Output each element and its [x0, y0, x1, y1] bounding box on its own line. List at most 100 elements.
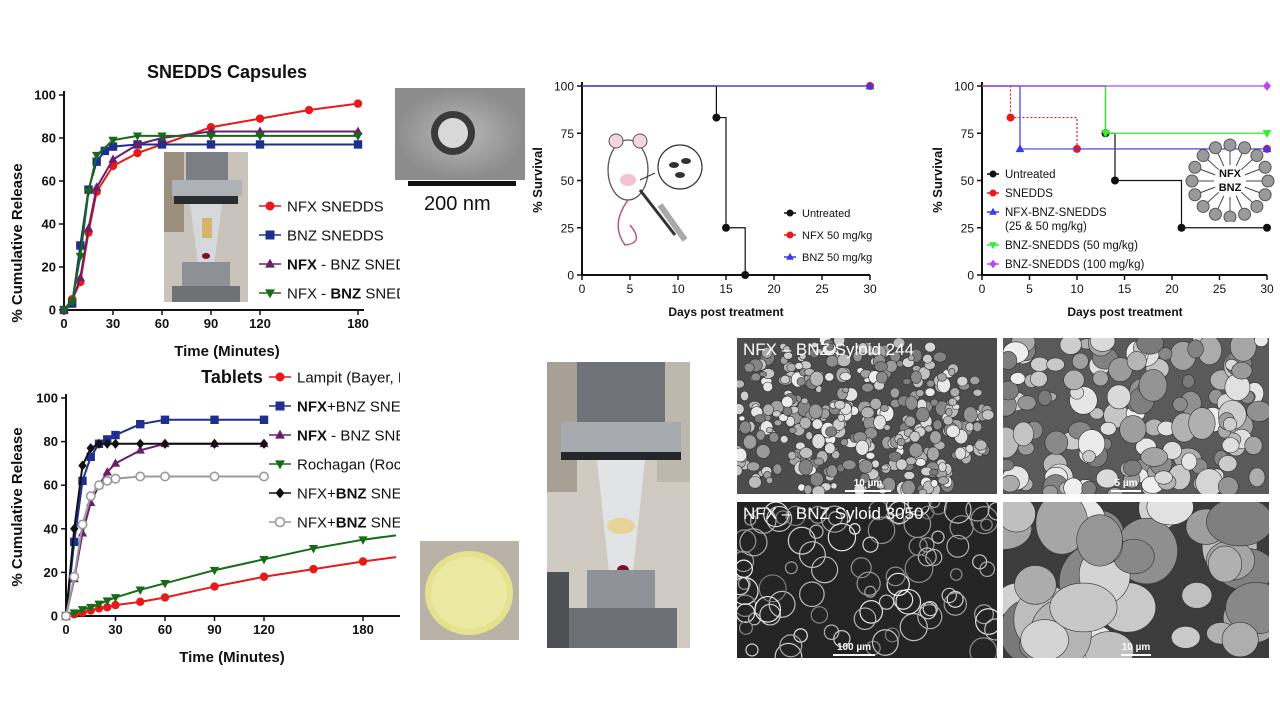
sem-particle [1223, 417, 1238, 432]
legend-item: NFX+BNZ SNEDDS (RLPO) [269, 514, 400, 531]
data-point [353, 132, 363, 141]
sem-particle [794, 362, 804, 370]
sem-particle [924, 387, 936, 397]
y-tick-label: 60 [42, 174, 56, 189]
sem-particle [811, 485, 826, 494]
spoke-head [1188, 188, 1202, 202]
sem-particle [943, 592, 968, 616]
y-tick-label: 20 [42, 260, 56, 275]
sem-particle [745, 643, 759, 657]
legend-label-part: SNEDDS [361, 285, 400, 302]
data-point [102, 475, 113, 486]
legend-marker [786, 209, 794, 217]
legend-marker [275, 429, 285, 439]
legend-marker [265, 201, 275, 211]
data-point [110, 473, 121, 484]
tem-scale-bar [408, 181, 516, 186]
sem-particle [885, 566, 906, 587]
data-point [1263, 223, 1271, 232]
sem-particle [963, 406, 978, 424]
sem-particle [738, 620, 754, 635]
y-tick-label: 100 [34, 88, 56, 103]
data-point [77, 606, 88, 615]
legend-marker [274, 516, 286, 528]
sem-particle [984, 618, 997, 641]
sem-particle [781, 395, 794, 408]
sem-particle [743, 362, 755, 373]
sem-particle [926, 379, 935, 388]
sem-particle [948, 397, 957, 407]
data-point [108, 154, 118, 163]
sem-particle [1003, 502, 1036, 533]
sem-particle [929, 430, 942, 445]
sem-particle [896, 437, 906, 447]
sem-particle [883, 424, 891, 431]
data-point [111, 438, 120, 449]
data-point [1006, 113, 1015, 122]
sem-particle [931, 530, 945, 544]
sem-particle [873, 361, 888, 372]
x-tick-label: 0 [62, 622, 69, 637]
series-3 [59, 132, 363, 316]
sem-particle [825, 426, 837, 438]
sem-particle [892, 513, 905, 526]
data-point [135, 445, 145, 454]
data-point [69, 609, 79, 618]
sem-particle [762, 403, 774, 416]
sem-particle [1081, 480, 1097, 494]
sem-particle [889, 387, 900, 399]
sem-particle [783, 345, 791, 354]
sem-particle [1042, 484, 1058, 494]
data-point [78, 476, 87, 486]
legend-marker [989, 259, 997, 269]
sem-particle [765, 476, 774, 485]
scale-bar: 100 µm [833, 642, 875, 656]
dissolution-apparatus-photo [164, 152, 248, 302]
y-tick-label: 0 [967, 269, 974, 283]
y-tick-label: 0 [567, 269, 574, 283]
legend-marker [275, 487, 285, 499]
sem-particle [824, 442, 836, 455]
sem-image-syloid244-high: 5 µm [1003, 338, 1269, 494]
sem-particle [737, 529, 757, 553]
legend-label: Lampit (Bayer, NFX) [297, 369, 400, 386]
data-point [259, 438, 269, 449]
sem-particle [942, 415, 954, 426]
legend-label-part: NFX [297, 427, 327, 444]
sem-particle [827, 522, 857, 552]
sem-particle [972, 421, 983, 433]
sem-particle [808, 403, 823, 419]
sem-particle [830, 482, 838, 490]
legend-label-part: NFX [297, 398, 327, 415]
data-point [136, 419, 145, 429]
data-point [78, 460, 87, 471]
sem-particle [842, 387, 850, 394]
y-tick-label: 100 [554, 80, 574, 94]
data-point [60, 611, 71, 622]
sem-particle [855, 439, 870, 456]
spoke-head [1223, 210, 1237, 222]
sem-particle [924, 341, 936, 353]
x-axis-label: Days post treatment [1067, 305, 1182, 319]
y-tick-label: 50 [961, 174, 975, 188]
x-tick-label: 0 [979, 282, 986, 296]
data-point [135, 471, 146, 482]
data-point [259, 415, 269, 424]
legend-marker [989, 170, 997, 178]
x-tick-label: 15 [719, 282, 733, 296]
data-point [100, 146, 110, 156]
legend-label-part: BNZ [336, 514, 367, 531]
sem-particle [919, 537, 935, 553]
data-point [1177, 223, 1186, 232]
sem-particle [826, 464, 838, 478]
sem-particle [746, 461, 761, 472]
legend-marker [265, 258, 275, 268]
sem-particle [810, 606, 829, 624]
data-point [94, 438, 104, 449]
sem-particle [839, 372, 852, 381]
sem-particle [831, 450, 841, 460]
sem-particle [878, 594, 895, 610]
data-point [94, 600, 104, 610]
capsules-chart: SNEDDS Capsules % Cumulative Release Tim… [9, 62, 400, 360]
